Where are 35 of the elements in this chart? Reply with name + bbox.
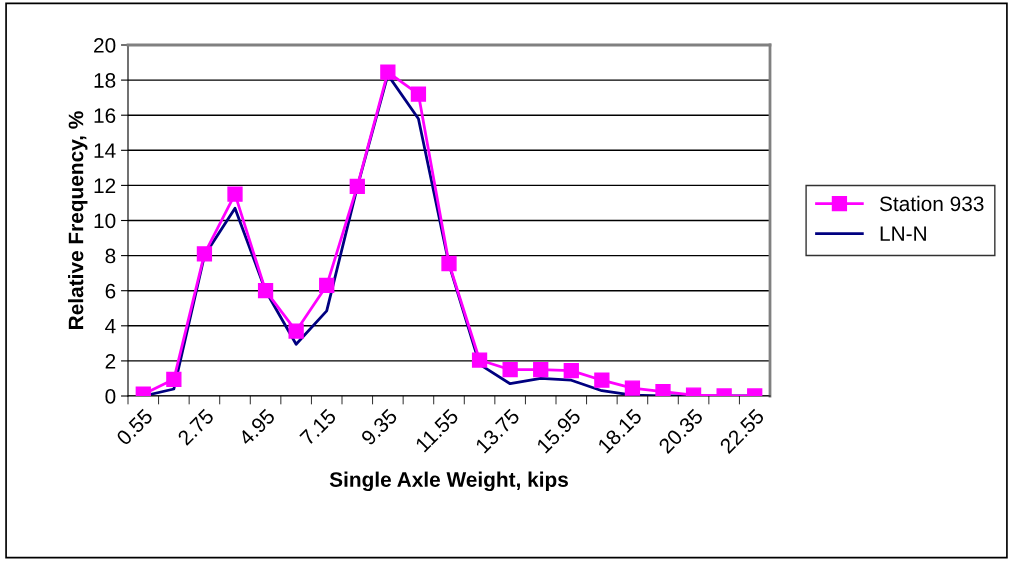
point <box>441 255 457 272</box>
y-axis-title: Relative Frequency, % <box>68 111 88 329</box>
point <box>319 277 335 294</box>
y-tick-label: 10 <box>94 213 116 229</box>
y-tick-label: 20 <box>94 38 116 53</box>
point <box>380 64 396 80</box>
point <box>655 383 671 396</box>
x-tick-label: 4.95 <box>237 408 276 447</box>
point <box>288 323 304 339</box>
point <box>594 372 610 388</box>
y-tick-label: 14 <box>94 143 116 158</box>
point <box>471 352 488 368</box>
point <box>410 86 427 102</box>
y-tick-label: 12 <box>94 178 116 193</box>
point <box>502 362 518 378</box>
y-tick-label: 6 <box>105 283 116 299</box>
y-tick-label: 18 <box>94 73 116 88</box>
point <box>227 186 243 202</box>
point <box>563 362 579 379</box>
x-tick-label: 0.55 <box>115 408 154 447</box>
y-tick-label: 8 <box>105 248 116 264</box>
point <box>349 178 365 194</box>
y-tick-label: 16 <box>94 108 116 123</box>
legend-label: LN-N <box>880 226 926 241</box>
point <box>196 246 213 262</box>
point <box>533 362 549 378</box>
point <box>257 283 274 299</box>
point <box>624 380 641 396</box>
x-tick-label: 7.15 <box>299 408 337 446</box>
legend-label: Station 933 <box>879 195 984 212</box>
y-tick-label: 2 <box>105 353 116 369</box>
y-tick-label: 0 <box>105 389 116 404</box>
y-tick-label: 4 <box>105 319 116 334</box>
point <box>166 371 182 387</box>
x-axis-title: Single Axle Weight, kips <box>329 471 568 492</box>
